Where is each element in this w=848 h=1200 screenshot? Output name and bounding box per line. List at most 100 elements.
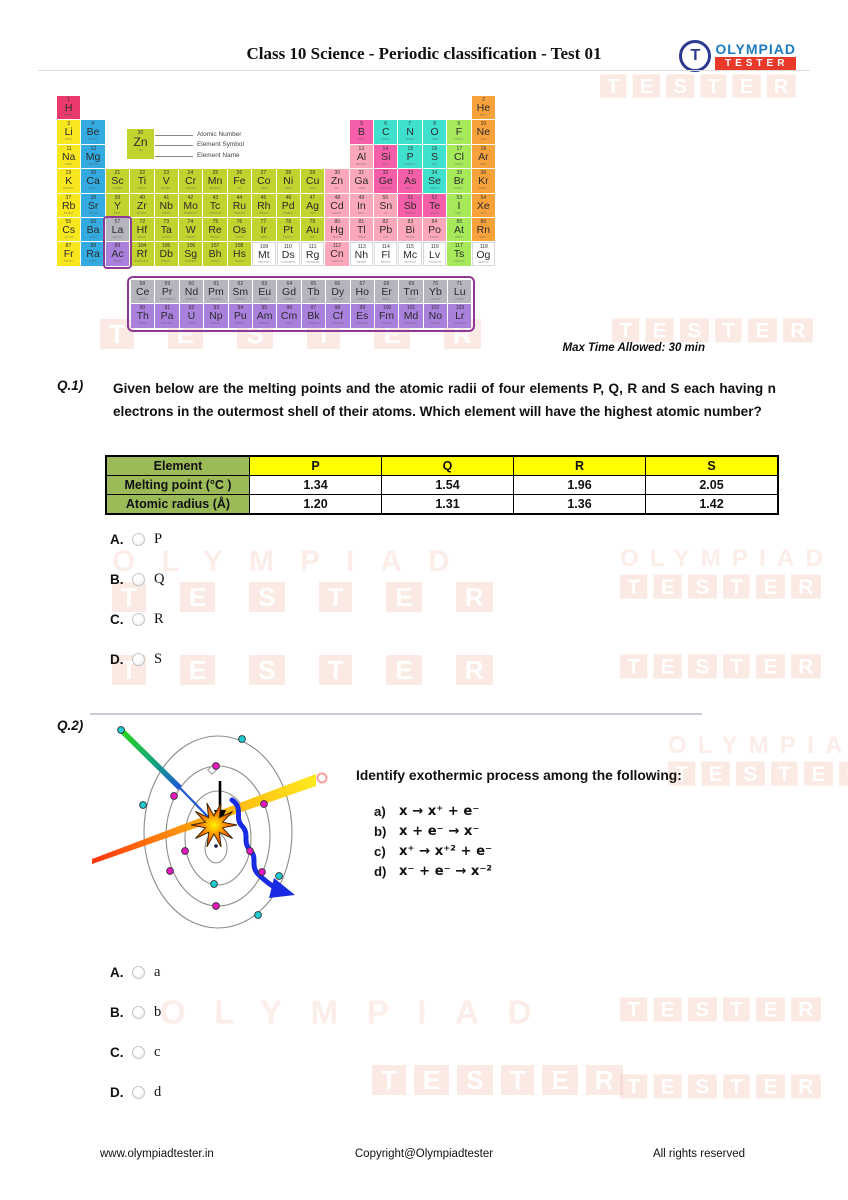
element-cell-Fe: 26 Fe Iron xyxy=(227,169,252,193)
option-radio[interactable] xyxy=(132,1085,145,1099)
element-cell-Mg: 12 Mg Magnesium xyxy=(81,144,105,169)
element-cell-V: 23 V Vanadium xyxy=(154,169,178,193)
element-cell-Mt: 109 Mt Meitnerium xyxy=(252,242,276,266)
element-cell-Md: 101 Md Mendelevium xyxy=(399,304,423,328)
option-radio[interactable] xyxy=(132,1045,145,1059)
element-cell-Ag: 47 Ag Silver xyxy=(300,193,325,217)
option-text: S xyxy=(154,650,163,667)
choice-formula: x⁺ → x⁺² + e⁻ xyxy=(399,844,493,859)
element-cell-O: 8 O Oxygen xyxy=(422,120,447,144)
element-cell-Cf: 98 Cf Californium xyxy=(326,304,350,328)
element-cell-Og: 118 Og Oganesson xyxy=(471,242,496,266)
q2-choice-b: b) x + e⁻ → x⁻ xyxy=(374,823,492,840)
element-cell-Kr: 36 Kr Krypton xyxy=(471,169,496,193)
element-cell-B: 5 B Boron xyxy=(349,120,374,144)
fblock-grid: 58 Ce Cerium 59 Pr Praseodymium 60 Nd Neodymium 6… xyxy=(131,280,472,328)
element-cell-Pu: 94 Pu Plutonium xyxy=(228,304,252,328)
element-cell-Br: 35 Br Bromine xyxy=(447,169,471,193)
element-cell-Db: 105 Db Dubnium xyxy=(154,242,178,266)
q2-option-A: A. a xyxy=(110,964,161,980)
element-cell-Bi: 83 Bi Bismuth xyxy=(398,217,422,242)
element-cell-Cr: 24 Cr Chromium xyxy=(178,169,203,193)
element-cell-Cm: 96 Cm Curium xyxy=(277,304,301,328)
collision-starburst xyxy=(190,802,238,848)
element-cell-Yb: 70 Yb Ytterbium xyxy=(423,280,448,304)
q2-choice-c: c) x⁺ → x⁺² + e⁻ xyxy=(374,843,492,860)
option-radio[interactable] xyxy=(132,652,145,666)
table-cell-value: 2.05 xyxy=(645,475,779,495)
option-text: a xyxy=(154,963,161,980)
element-cell-Li: 3 Li Lithium xyxy=(57,120,81,144)
element-cell-I: 53 I Iodine xyxy=(447,193,471,217)
element-cell-Po: 84 Po Polonium xyxy=(422,217,447,242)
element-cell-Fr: 87 Fr Francium xyxy=(57,242,81,266)
element-cell-Os: 76 Os Osmium xyxy=(227,217,252,242)
element-cell-K: 19 K Potassium xyxy=(57,169,81,193)
option-text: b xyxy=(154,1003,162,1020)
option-text: P xyxy=(154,530,163,547)
element-cell-Bh: 107 Bh Bohrium xyxy=(203,242,227,266)
periodic-table-figure: 1 H Hydrogen 2 He Helium 3 Li Lithium 4 Be Berylliu… xyxy=(57,96,517,336)
table-header-S: S xyxy=(645,455,779,476)
element-cell-Hf: 72 Hf Hafnium xyxy=(130,217,154,242)
option-key: B. xyxy=(110,1004,124,1020)
option-radio[interactable] xyxy=(132,965,145,979)
element-cell-Ca: 20 Ca Calcium xyxy=(81,169,105,193)
element-cell-Lu: 71 Lu Lutetium xyxy=(448,280,472,304)
element-cell-Cl: 17 Cl Chlorine xyxy=(447,144,471,169)
element-cell-Cd: 48 Cd Cadmium xyxy=(325,193,349,217)
table-row-label: Atomic radius (Å) xyxy=(105,494,250,515)
section-divider xyxy=(90,713,702,715)
element-cell-Zr: 40 Zr Zirconium xyxy=(130,193,154,217)
watermark: OLYMPIAD xyxy=(160,995,560,1032)
photon-dot xyxy=(316,772,328,784)
option-radio[interactable] xyxy=(132,612,145,626)
option-key: C. xyxy=(110,1044,124,1060)
option-radio[interactable] xyxy=(132,532,145,546)
element-cell-U: 92 U Uranium xyxy=(179,304,204,328)
q2-label: Q.2) xyxy=(57,718,84,733)
element-cell-F: 9 F Fluorine xyxy=(447,120,471,144)
q2-options: A. a B. b C. c D. d xyxy=(110,964,161,1100)
option-radio[interactable] xyxy=(132,572,145,586)
element-cell-Re: 75 Re Rhenium xyxy=(203,217,227,242)
table-cell-value: 1.54 xyxy=(381,475,514,495)
element-cell-Tl: 81 Tl Thallium xyxy=(349,217,374,242)
q2-choice-a: a) x → x⁺ + e⁻ xyxy=(374,803,492,820)
element-cell-Zn: 30 Zn Zinc xyxy=(325,169,349,193)
table-row: Melting point (°C ) 1.34 1.54 1.96 2.05 xyxy=(105,475,779,495)
electrons-teal xyxy=(139,735,283,919)
element-cell-Hg: 80 Hg Mercury xyxy=(325,217,349,242)
element-cell-Be: 4 Be Beryllium xyxy=(81,120,105,144)
table-cell-value: 1.96 xyxy=(513,475,646,495)
option-key: D. xyxy=(110,1084,124,1100)
legend-element-cell: 30 Zn Zinc xyxy=(127,129,154,159)
element-cell-Pr: 59 Pr Praseodymium xyxy=(155,280,179,304)
element-cell-Ge: 32 Ge Germanium xyxy=(374,169,398,193)
element-cell-Tm: 69 Tm Thulium xyxy=(399,280,423,304)
option-key: C. xyxy=(110,611,124,627)
option-text: d xyxy=(154,1083,162,1100)
element-cell-Mn: 25 Mn Manganese xyxy=(203,169,227,193)
element-cell-Na: 11 Na Sodium xyxy=(57,144,81,169)
element-cell-W: 74 W Tungsten xyxy=(178,217,203,242)
option-radio[interactable] xyxy=(132,1005,145,1019)
element-cell-Rb: 37 Rb Rubidium xyxy=(57,193,81,217)
element-cell-He: 2 He Helium xyxy=(471,96,496,120)
element-cell-Tc: 43 Tc Technetium xyxy=(203,193,227,217)
legend-leader-line xyxy=(155,135,193,136)
table-header-element: Element xyxy=(105,455,250,476)
table-row: Atomic radius (Å) 1.20 1.31 1.36 1.42 xyxy=(105,494,779,515)
element-cell-Ds: 110 Ds Darmstadtium xyxy=(276,242,300,266)
page-title: Class 10 Science - Periodic classificati… xyxy=(246,44,602,63)
element-cell-Sm: 62 Sm Samarium xyxy=(228,280,252,304)
element-cell-At: 85 At Astatine xyxy=(447,217,471,242)
periodic-table-grid: 1 H Hydrogen 2 He Helium 3 Li Lithium 4 Be Berylliu… xyxy=(57,96,517,266)
q2-choices: a) x → x⁺ + e⁻ b) x + e⁻ → x⁻ c) x⁺ → x⁺² + e… xyxy=(374,803,492,880)
element-cell-Am: 95 Am Americium xyxy=(252,304,277,328)
